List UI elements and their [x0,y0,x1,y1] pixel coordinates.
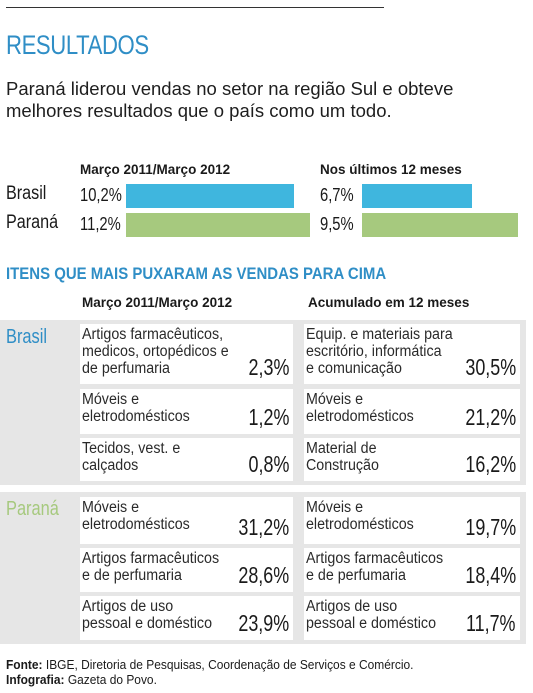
bar-1-0 [362,184,472,208]
item-text-0-1-1: Móveis e eletrodomésticos [306,391,414,425]
item-text-1-1-1: Artigos farmacêuticos e de perfumaria [306,550,443,584]
item-line-1-0-2-1: pessoal e doméstico [82,615,213,632]
top-rule [6,7,384,8]
footer: Fonte: IBGE, Diretoria de Pesquisas, Coo… [6,657,414,687]
items-group-label-0: Brasil [6,326,48,348]
bar-label-1-1: 9,5% [320,214,354,234]
item-text-0-0-0: Artigos farmacêuticos, medicos, ortopédic… [82,326,229,377]
item-cell-1-0-0: Móveis e eletrodomésticos 31,2% [80,497,293,544]
bar-category-0: Brasil [6,183,47,204]
item-value-1-1-2: 11,7% [466,610,516,636]
footer-credit-text: Gazeta do Povo. [67,672,157,687]
item-cell-0-1-2: Material de Construção 16,2% [304,438,520,481]
item-value-1-0-2: 23,9% [238,610,289,636]
bar-label-0-1: 11,2% [80,214,121,234]
item-line-0-1-0-1: escritório, informática [306,343,442,360]
item-line-1-0-0-0: Móveis e [82,499,140,516]
item-line-1-1-2-0: Artigos de uso [306,598,398,615]
item-cell-0-0-0: Artigos farmacêuticos, medicos, ortopédic… [80,324,293,384]
bar-1-1 [362,213,518,237]
item-text-1-0-0: Móveis e eletrodomésticos [82,499,190,533]
bar-label-1-0: 6,7% [320,185,354,205]
item-text-1-1-2: Artigos de uso pessoal e doméstico [306,598,436,632]
item-line-1-1-2-1: pessoal e doméstico [306,615,437,632]
items-col1-header: Março 2011/Março 2012 [82,295,233,310]
footer-source-label: Fonte: [6,657,43,672]
item-text-0-1-0: Equip. e materiais para escritório, infor… [306,326,453,377]
item-text-0-1-2: Material de Construção [306,440,379,474]
bar-label-0-0: 10,2% [80,185,122,205]
footer-credit: Infografia: Gazeta do Povo. [6,672,414,687]
item-value-0-1-2: 16,2% [465,451,516,477]
item-text-0-0-1: Móveis e eletrodomésticos [82,391,190,425]
item-line-0-1-2-0: Material de [306,440,377,457]
item-line-0-1-0-2: e comunicação [306,360,402,377]
item-value-1-1-1: 18,4% [465,562,516,588]
bar-series-header-1: Nos últimos 12 meses [320,162,462,177]
item-line-0-1-0-0: Equip. e materiais para [306,326,453,343]
item-line-0-0-2-1: calçados [82,457,139,474]
item-line-0-0-0-0: Artigos farmacêuticos, [82,326,224,343]
item-line-0-1-1-0: Móveis e [306,391,364,408]
item-line-1-0-1-0: Artigos farmacêuticos [82,550,220,567]
item-cell-1-1-1: Artigos farmacêuticos e de perfumaria 18,4… [304,548,520,592]
item-line-1-1-0-1: eletrodomésticos [306,516,414,533]
item-cell-0-1-1: Móveis e eletrodomésticos 21,2% [304,389,520,434]
bar-0-0 [126,184,294,208]
item-text-0-0-2: Tecidos, vest. e calçados [82,440,180,474]
items-group-label-1: Paraná [6,498,59,520]
item-cell-0-0-1: Móveis e eletrodomésticos 1,2% [80,389,293,434]
item-line-0-0-0-1: medicos, ortopédicos e [82,343,229,360]
item-text-1-1-0: Móveis e eletrodomésticos [306,499,414,533]
item-text-1-0-1: Artigos farmacêuticos e de perfumaria [82,550,219,584]
footer-source: Fonte: IBGE, Diretoria de Pesquisas, Coo… [6,657,414,672]
item-line-1-1-1-1: e de perfumaria [306,567,406,584]
item-value-0-0-2: 0,8% [248,451,289,477]
item-cell-0-1-0: Equip. e materiais para escritório, infor… [304,324,520,384]
item-value-1-0-0: 31,2% [238,514,289,540]
footer-credit-label: Infografia: [6,672,65,687]
item-cell-1-1-2: Artigos de uso pessoal e doméstico 11,7% [304,596,520,640]
items-section-title: ITENS QUE MAIS PUXARAM AS VENDAS PARA CI… [6,264,387,283]
item-line-0-0-1-1: eletrodomésticos [82,408,190,425]
items-col2-header: Acumulado em 12 meses [308,295,470,310]
item-cell-1-0-1: Artigos farmacêuticos e de perfumaria 28,6… [80,548,293,592]
item-value-0-1-1: 21,2% [465,404,516,430]
bar-category-1: Paraná [6,212,59,233]
page-subtitle: Paraná liderou vendas no setor na região… [6,78,454,121]
item-line-0-0-1-0: Móveis e [82,391,140,408]
bar-series-header-0: Março 2011/Março 2012 [80,162,231,177]
item-value-0-0-1: 1,2% [248,404,289,430]
item-line-1-1-1-0: Artigos farmacêuticos [306,550,444,567]
item-value-1-1-0: 19,7% [465,514,516,540]
footer-source-text: IBGE, Diretoria de Pesquisas, Coordenaçã… [45,657,414,672]
item-line-1-0-1-1: e de perfumaria [82,567,182,584]
item-cell-0-0-2: Tecidos, vest. e calçados 0,8% [80,438,293,481]
item-line-1-0-2-0: Artigos de uso [82,598,174,615]
item-value-1-0-1: 28,6% [238,562,289,588]
item-line-0-0-2-0: Tecidos, vest. e [82,440,181,457]
bar-0-1 [126,213,310,237]
item-cell-1-0-2: Artigos de uso pessoal e doméstico 23,9% [80,596,293,640]
item-value-0-0-0: 2,3% [248,354,289,380]
item-cell-1-1-0: Móveis e eletrodomésticos 19,7% [304,497,520,544]
item-line-1-1-0-0: Móveis e [306,499,364,516]
page-title: RESULTADOS [6,30,149,60]
item-line-0-1-2-1: Construção [306,457,379,474]
item-line-0-1-1-1: eletrodomésticos [306,408,414,425]
item-value-0-1-0: 30,5% [465,354,516,380]
item-text-1-0-2: Artigos de uso pessoal e doméstico [82,598,212,632]
item-line-1-0-0-1: eletrodomésticos [82,516,190,533]
item-line-0-0-0-2: de perfumaria [82,360,170,377]
